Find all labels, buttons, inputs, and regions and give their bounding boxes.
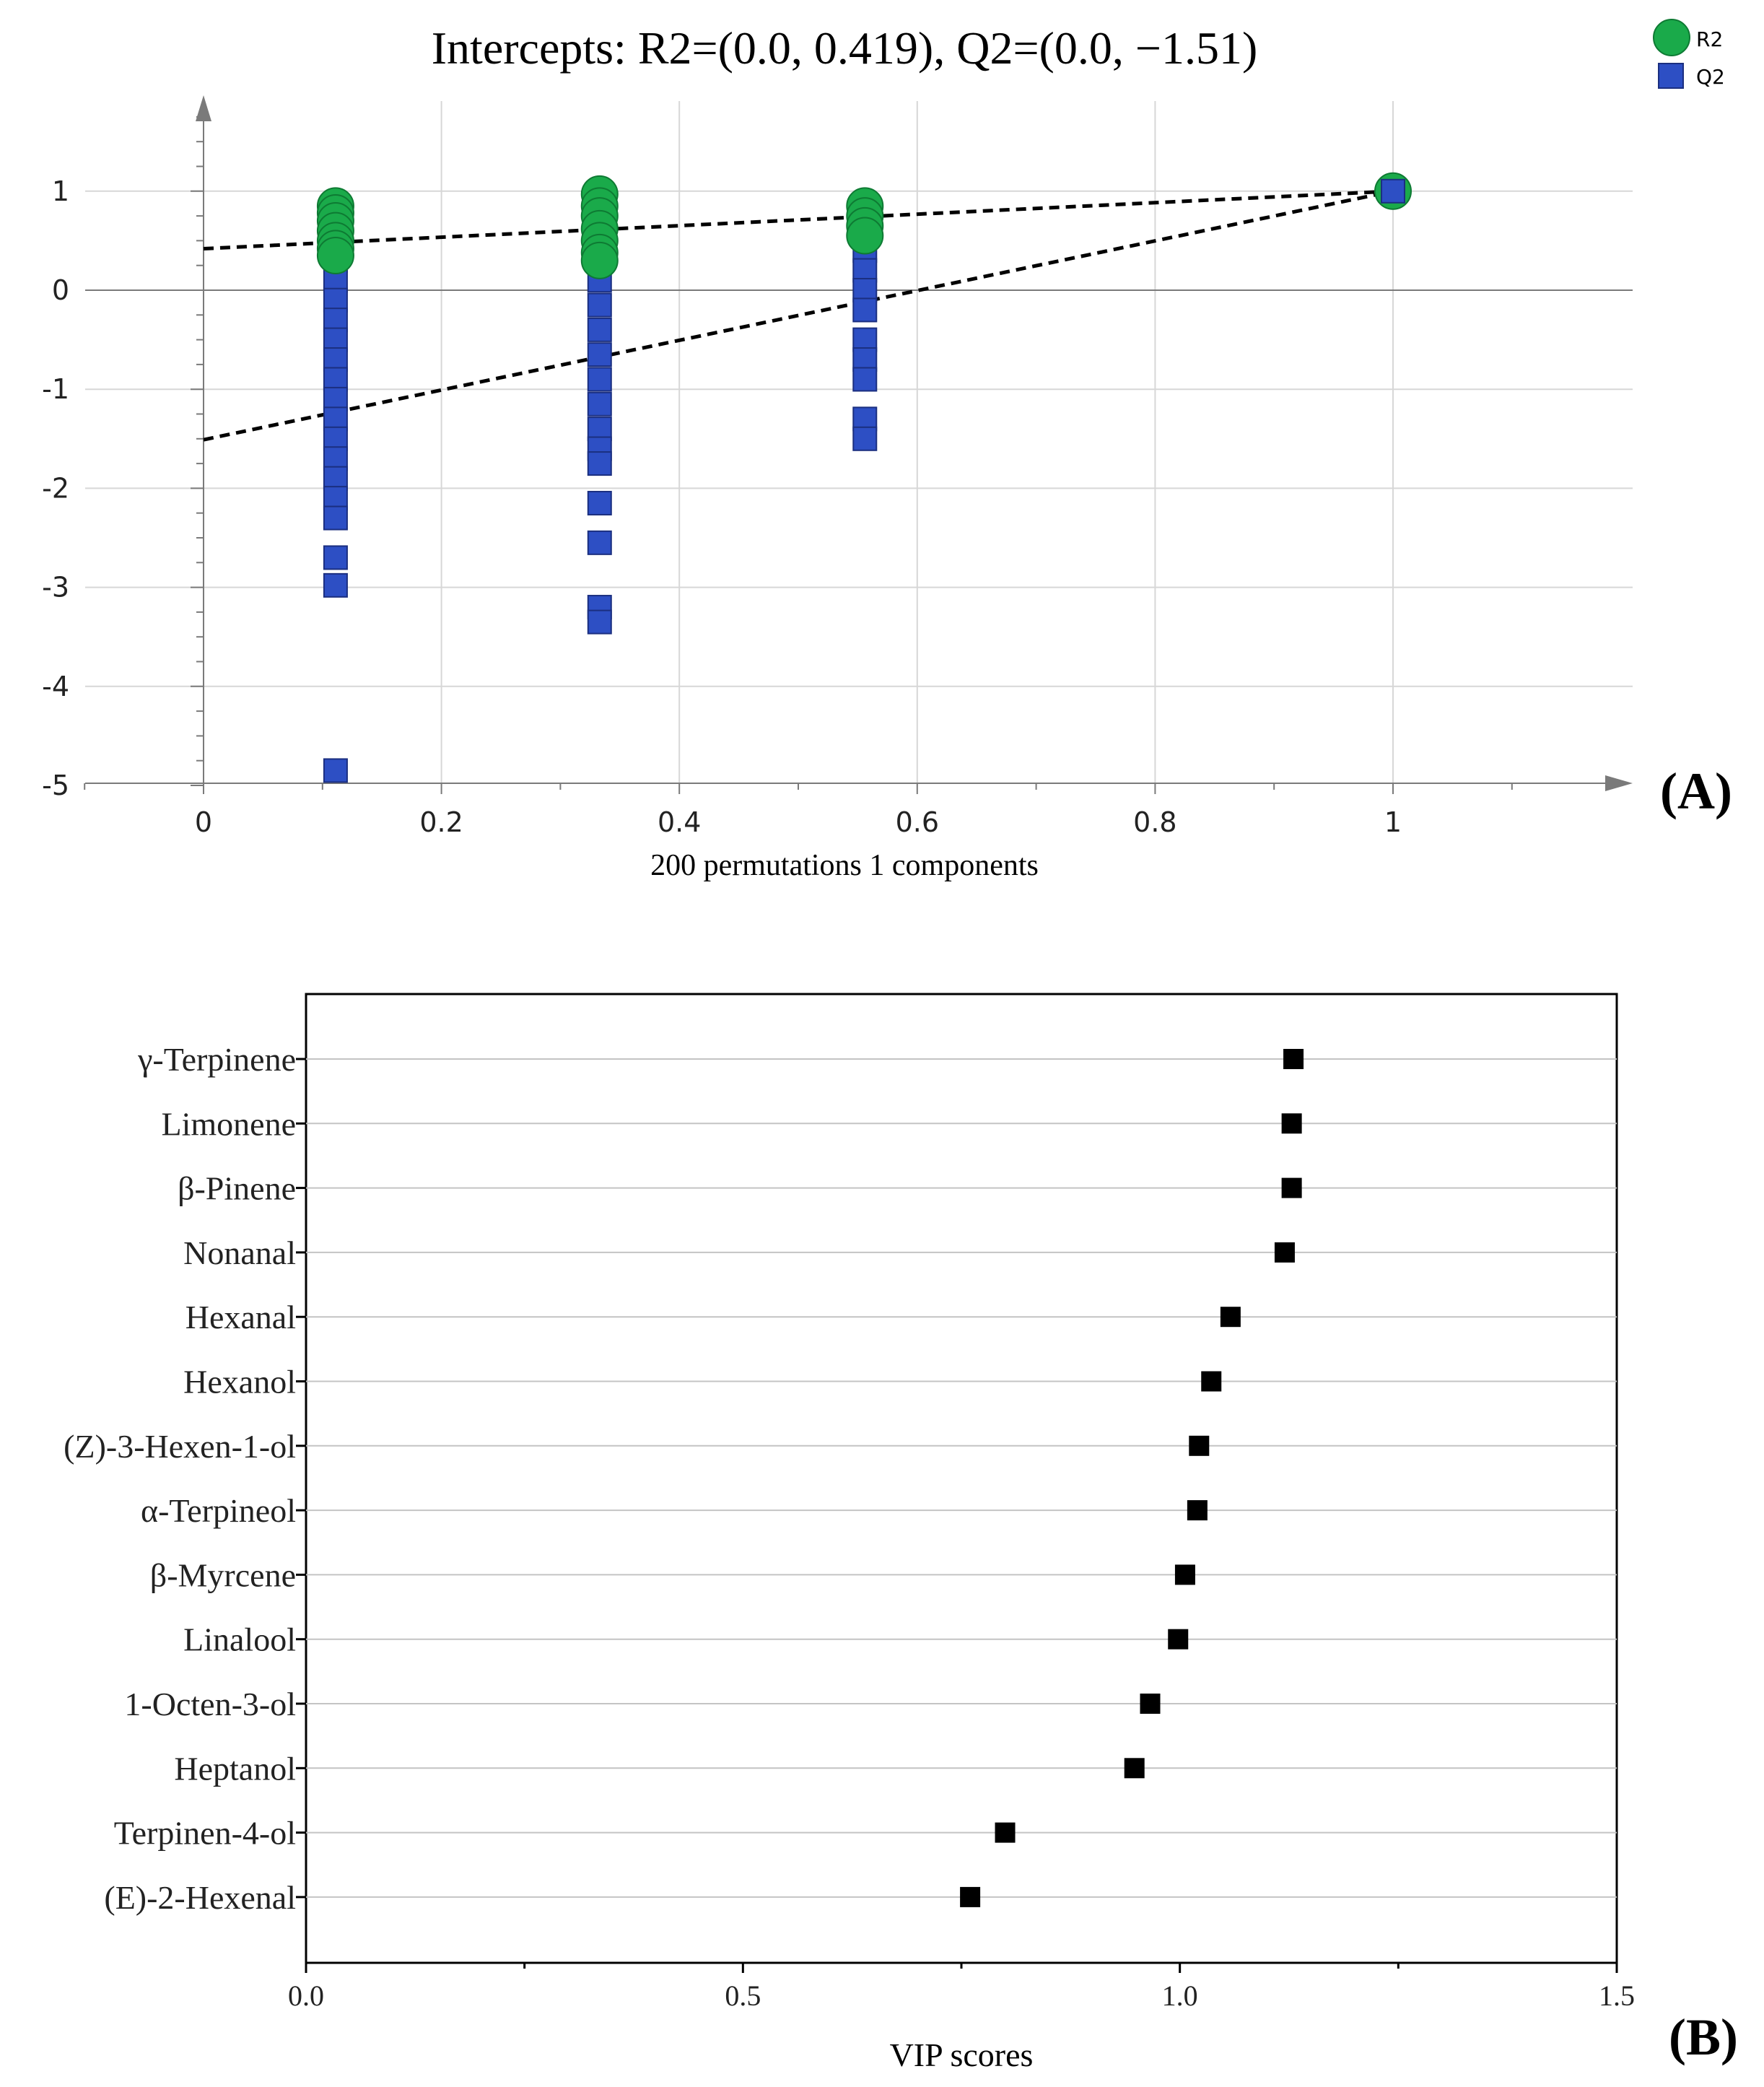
vip-point <box>1124 1758 1145 1779</box>
category-label: Hexanal <box>185 1299 296 1336</box>
q2-point <box>1381 178 1405 204</box>
category-label: β-Myrcene <box>150 1556 296 1593</box>
x-tick-label: 0.6 <box>896 806 939 838</box>
vip-point <box>1283 1049 1304 1069</box>
q2-point <box>587 490 612 515</box>
y-tick-label: -1 <box>42 373 69 405</box>
x-axis-arrow <box>1605 775 1633 791</box>
chart-title: Intercepts: R2=(0.0, 0.419), Q2=(0.0, −1… <box>432 22 1258 74</box>
q2-point <box>323 758 348 783</box>
x-tick-label: 0 <box>195 806 212 838</box>
vip-point <box>1174 1564 1195 1585</box>
vip-point <box>960 1886 981 1907</box>
plot-frame <box>305 993 1618 1964</box>
category-label: α-Terpineol <box>141 1492 296 1529</box>
r2-point <box>316 236 354 274</box>
q2-point <box>587 367 612 392</box>
panel-label-b: (B) <box>1669 2008 1738 2066</box>
category-label: 1-Octen-3-ol <box>124 1686 296 1722</box>
q2-point <box>323 572 348 598</box>
vip-point <box>1187 1500 1208 1521</box>
row-gridlines <box>296 1058 1617 1899</box>
vip-point <box>1189 1435 1210 1456</box>
category-label: β-Pinene <box>178 1170 296 1207</box>
category-label: Heptanol <box>174 1750 296 1787</box>
y-tick-label: 0 <box>52 274 69 306</box>
q2-point <box>587 391 612 417</box>
q2-point <box>587 292 612 318</box>
regression-lines <box>203 189 1394 442</box>
y-tick-label: -5 <box>42 770 69 801</box>
legend-r2-marker <box>1653 19 1690 56</box>
q2-point <box>587 342 612 367</box>
q2-point <box>323 505 348 531</box>
x-tick-label: 1.5 <box>1599 1979 1635 2012</box>
x-tick-label: 0.8 <box>1133 806 1176 838</box>
category-label: Terpinen-4-ol <box>114 1815 296 1852</box>
legend: R2 Q2 <box>1653 19 1725 89</box>
category-label: Limonene <box>162 1105 297 1142</box>
permutation-test-panel: 0 0.2 0.4 0.6 0.8 1 1 0 -1 -2 -3 -4 -5 Intercepts: R… <box>42 19 1732 882</box>
regression-line-q2 <box>203 189 1394 442</box>
vip-scores-panel: γ-Terpinene Limonene β-Pinene Nonanal Hexana… <box>64 993 1738 2073</box>
vip-points <box>960 1049 1304 1907</box>
vip-point <box>995 1822 1016 1843</box>
category-label: γ-Terpinene <box>137 1041 296 1078</box>
x-tick-label: 1 <box>1384 806 1402 838</box>
category-label: (E)-2-Hexenal <box>104 1879 296 1916</box>
category-label: Linalool <box>183 1621 296 1658</box>
y-tick-label: 1 <box>52 175 69 207</box>
r2-point <box>580 241 619 279</box>
regression-line-r2 <box>203 189 1394 251</box>
x-axis-title: VIP scores <box>890 2036 1034 2073</box>
vip-point <box>1140 1694 1161 1714</box>
category-label: Hexanol <box>183 1364 296 1400</box>
category-label: Nonanal <box>183 1234 296 1271</box>
category-labels: γ-Terpinene Limonene β-Pinene Nonanal Hexana… <box>64 1041 296 1916</box>
vip-point <box>1281 1113 1302 1134</box>
r2-point <box>846 217 884 255</box>
legend-r2-label: R2 <box>1696 27 1723 51</box>
category-label: (Z)-3-Hexen-1-ol <box>64 1428 296 1465</box>
x-tick-label: 1.0 <box>1162 1979 1198 2012</box>
vip-point <box>1168 1629 1189 1650</box>
q2-points <box>323 172 1412 783</box>
q2-point <box>852 426 878 451</box>
q2-point <box>323 545 348 570</box>
x-tick-label: 0.0 <box>288 1979 324 2012</box>
x-tick-label: 0.5 <box>725 1979 761 2012</box>
vip-point <box>1274 1242 1295 1263</box>
x-axis-title: 200 permutations 1 components <box>650 849 1039 882</box>
q2-point <box>587 451 612 476</box>
x-tick-label: 0.2 <box>419 806 463 838</box>
vip-point <box>1201 1371 1222 1392</box>
y-tick-label: -4 <box>42 671 69 702</box>
q2-point <box>587 317 612 342</box>
q2-point <box>587 530 612 555</box>
y-tick-label: -2 <box>42 472 69 504</box>
y-axis-arrow <box>196 95 211 121</box>
q2-point <box>587 609 612 635</box>
vip-point <box>1220 1307 1241 1328</box>
axis-ticks: 0 0.2 0.4 0.6 0.8 1 1 0 -1 -2 -3 -4 -5 <box>42 116 1513 838</box>
r2-points <box>316 175 884 279</box>
y-tick-label: -3 <box>42 572 69 604</box>
legend-q2-marker <box>1658 63 1684 89</box>
q2-point <box>852 367 878 392</box>
x-tick-label: 0.4 <box>658 806 701 838</box>
panel-label-a: (A) <box>1660 762 1732 820</box>
vip-point <box>1281 1177 1302 1198</box>
legend-q2-label: Q2 <box>1696 65 1725 89</box>
x-axis-ticks: 0.0 0.5 1.0 1.5 <box>288 1963 1635 2012</box>
q2-point <box>852 297 878 323</box>
